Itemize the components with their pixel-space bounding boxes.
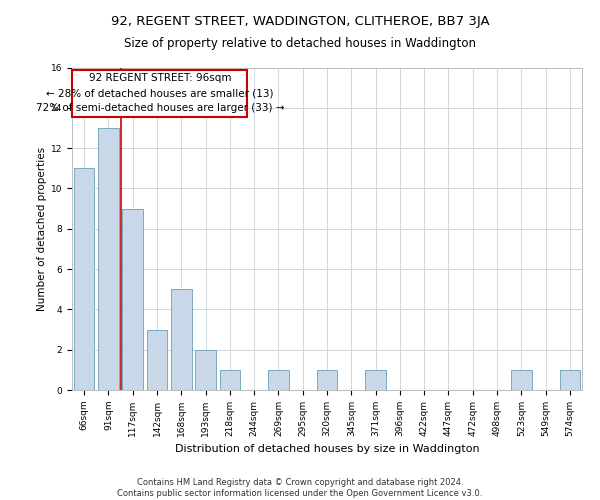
Text: Size of property relative to detached houses in Waddington: Size of property relative to detached ho… <box>124 38 476 51</box>
Text: Contains HM Land Registry data © Crown copyright and database right 2024.
Contai: Contains HM Land Registry data © Crown c… <box>118 478 482 498</box>
Bar <box>317 370 337 390</box>
FancyBboxPatch shape <box>73 70 247 117</box>
Bar <box>365 370 386 390</box>
Text: 72% of semi-detached houses are larger (33) →: 72% of semi-detached houses are larger (… <box>35 104 284 114</box>
Bar <box>146 330 167 390</box>
Bar <box>98 128 119 390</box>
Bar <box>122 208 143 390</box>
Text: ← 28% of detached houses are smaller (13): ← 28% of detached houses are smaller (13… <box>46 88 274 98</box>
Bar <box>220 370 240 390</box>
Bar <box>511 370 532 390</box>
Bar <box>74 168 94 390</box>
Bar <box>195 350 216 390</box>
X-axis label: Distribution of detached houses by size in Waddington: Distribution of detached houses by size … <box>175 444 479 454</box>
Bar <box>171 289 191 390</box>
Text: 92 REGENT STREET: 96sqm: 92 REGENT STREET: 96sqm <box>89 73 231 83</box>
Y-axis label: Number of detached properties: Number of detached properties <box>37 146 47 311</box>
Bar <box>268 370 289 390</box>
Bar <box>560 370 580 390</box>
Text: 92, REGENT STREET, WADDINGTON, CLITHEROE, BB7 3JA: 92, REGENT STREET, WADDINGTON, CLITHEROE… <box>110 15 490 28</box>
